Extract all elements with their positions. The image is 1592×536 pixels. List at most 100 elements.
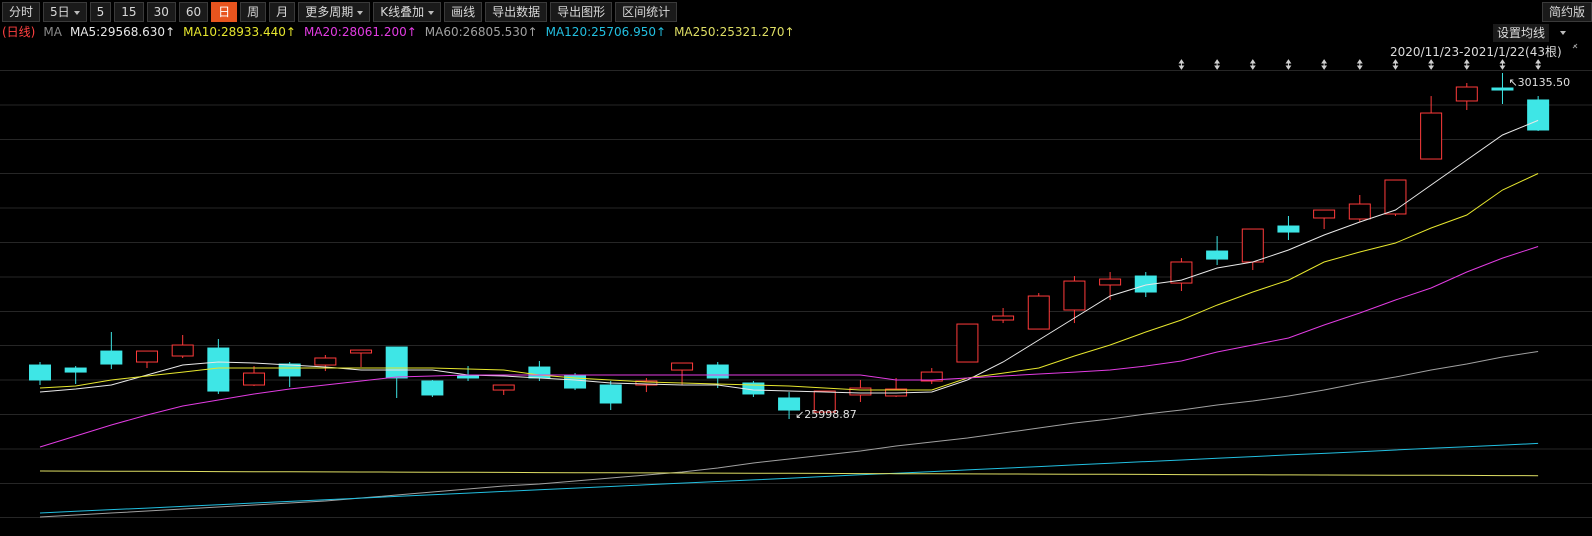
legend-entry: MA5:29568.630↑ xyxy=(69,25,176,39)
toolbar-button-label: 周 xyxy=(247,5,260,19)
toolbar-button[interactable]: 5 xyxy=(89,2,112,22)
toolbar-button[interactable]: 日 xyxy=(211,2,238,22)
candle-body xyxy=(64,367,87,373)
toolbar-button-label: 导出图形 xyxy=(557,5,606,19)
candle-body xyxy=(956,323,979,363)
candle-body xyxy=(1206,250,1229,260)
event-marker xyxy=(1428,59,1435,70)
toolbar-button-label: 区间统计 xyxy=(622,5,671,19)
toolbar-button-label: 30 xyxy=(153,5,169,19)
candle-body xyxy=(207,347,230,392)
candle-body xyxy=(599,384,622,404)
range-label: 2020/11/23-2021/1/22(43根) xyxy=(1390,45,1562,59)
legend-entry: MA60:26805.530↑ xyxy=(424,25,538,39)
event-marker xyxy=(1178,59,1185,70)
toolbar-button-label: 日 xyxy=(218,5,231,19)
candle-body xyxy=(992,315,1015,321)
candle-body xyxy=(778,397,801,411)
ma-settings[interactable]: 设置均线 xyxy=(1493,24,1550,42)
legend-entry: MA20:28061.200↑ xyxy=(303,25,417,39)
toolbar-button[interactable]: 画线 xyxy=(444,2,483,22)
candle-body xyxy=(385,346,408,379)
candle-body xyxy=(1455,86,1478,102)
candle-body xyxy=(314,357,337,366)
toolbar: 分时 5日 5 15 30 60 日 周 月 更多周期 K线叠加 画线 导出数据 导出图形 区间统计 xyxy=(2,2,678,22)
candle-body xyxy=(706,364,729,379)
toolbar-button[interactable]: 月 xyxy=(269,2,296,22)
toolbar-button[interactable]: 5日 xyxy=(43,2,87,22)
low-annotation: ↙25998.87 xyxy=(795,408,857,421)
candle-body xyxy=(813,390,836,413)
ma-legend: (日线) MA MA5:29568.630↑ MA10:28933.440↑ MA2… xyxy=(2,24,795,40)
high-annotation: ↖30135.50 xyxy=(1508,76,1570,89)
candle-body xyxy=(1491,87,1514,91)
candle-body xyxy=(492,384,515,391)
dropdown-arrow xyxy=(73,10,80,15)
toolbar-button-label: 月 xyxy=(276,5,289,19)
toolbar-button-label: 分时 xyxy=(9,5,34,19)
candle-body xyxy=(1241,228,1264,263)
toolbar-button-label: 更多周期 xyxy=(305,5,354,19)
toolbar-button[interactable]: 周 xyxy=(240,2,267,22)
candle-body xyxy=(849,387,872,396)
toolbar-button-label: 5 xyxy=(96,5,105,19)
ma-line xyxy=(39,246,1539,448)
candle-body xyxy=(1527,99,1550,131)
event-marker xyxy=(1535,59,1542,70)
event-marker xyxy=(1499,59,1506,70)
toolbar-button-label: K线叠加 xyxy=(380,5,425,19)
candle-body xyxy=(243,372,266,386)
toolbar-button-label: 导出数据 xyxy=(492,5,541,19)
mode-button[interactable]: 简约版 xyxy=(1541,2,1592,22)
toolbar-button[interactable]: 更多周期 xyxy=(298,2,371,22)
candle-body xyxy=(136,350,159,363)
ma-line xyxy=(39,351,1539,518)
candle-body xyxy=(671,362,694,371)
toolbar-button[interactable]: K线叠加 xyxy=(373,2,442,22)
candle-body xyxy=(1420,112,1443,160)
dropdown-arrow[interactable] xyxy=(1560,31,1566,35)
event-marker xyxy=(1356,59,1363,70)
candle-body xyxy=(171,344,194,357)
dropdown-arrow xyxy=(428,10,435,15)
ma-line xyxy=(39,173,1539,391)
candle-body xyxy=(100,350,123,365)
dropdown-arrow xyxy=(357,10,364,15)
toolbar-button-label: 5日 xyxy=(50,5,70,19)
toolbar-button[interactable]: 60 xyxy=(178,2,209,22)
legend-entry: MA120:25706.950↑ xyxy=(545,25,667,39)
period-label: (日线) xyxy=(2,25,36,39)
toolbar-button-label: 15 xyxy=(121,5,137,19)
event-marker xyxy=(1249,59,1256,70)
candle-body xyxy=(920,371,943,382)
candle-body xyxy=(278,363,301,377)
toolbar-button[interactable]: 分时 xyxy=(2,2,41,22)
event-marker xyxy=(1214,59,1221,70)
candle-body xyxy=(564,375,587,389)
event-marker xyxy=(1321,59,1328,70)
toolbar-button[interactable]: 导出数据 xyxy=(485,2,548,22)
event-marker xyxy=(1463,59,1470,70)
toolbar-button[interactable]: 30 xyxy=(146,2,176,22)
candle-body xyxy=(1063,280,1086,311)
toolbar-button-label: 画线 xyxy=(451,5,476,19)
toolbar-button[interactable]: 区间统计 xyxy=(615,2,678,22)
event-marker xyxy=(1392,59,1399,70)
candle-body xyxy=(528,366,551,379)
candle-body xyxy=(1277,225,1300,233)
candle-body xyxy=(350,349,373,354)
candle-body xyxy=(1313,209,1336,219)
candle-body xyxy=(457,375,480,379)
candle-body xyxy=(29,364,51,381)
candle-body xyxy=(1348,203,1371,220)
event-marker xyxy=(1285,59,1292,70)
toolbar-button[interactable]: 15 xyxy=(114,2,144,22)
candle-body xyxy=(421,380,444,396)
legend-entry: MA10:28933.440↑ xyxy=(183,25,296,39)
toolbar-button[interactable]: 导出图形 xyxy=(550,2,613,22)
pin-icon xyxy=(1572,43,1578,49)
grid-background xyxy=(0,70,1592,528)
ma-label: MA xyxy=(43,25,62,39)
